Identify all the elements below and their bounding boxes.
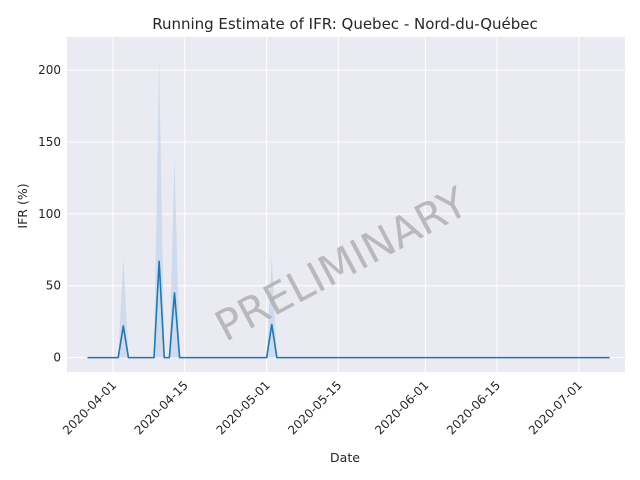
- y-tick-label: 200: [38, 63, 61, 77]
- x-tick-label: 2020-06-01: [372, 378, 431, 437]
- ifr-series: [87, 260, 610, 359]
- chart-title: Running Estimate of IFR: Quebec - Nord-d…: [152, 15, 538, 33]
- x-axis-label: Date: [330, 450, 360, 465]
- y-tick-label: 50: [46, 279, 61, 293]
- y-axis-label: IFR (%): [15, 183, 30, 228]
- x-tick-label: 2020-04-01: [60, 378, 119, 437]
- x-tick-label: 2020-05-01: [214, 378, 273, 437]
- y-axis: 0 50 100 150 200: [38, 63, 61, 365]
- y-tick-label: 100: [38, 207, 61, 221]
- x-tick-label: 2020-06-15: [444, 378, 503, 437]
- y-tick-label: 0: [53, 351, 61, 365]
- x-tick-label: 2020-07-01: [526, 378, 585, 437]
- ifr-line: [87, 260, 610, 359]
- y-tick-label: 150: [38, 135, 61, 149]
- plot-area: [67, 37, 625, 372]
- x-tick-label: 2020-04-15: [132, 378, 191, 437]
- x-tick-label: 2020-05-15: [285, 378, 344, 437]
- x-axis: 2020-04-01 2020-04-15 2020-05-01 2020-05-15…: [60, 378, 585, 437]
